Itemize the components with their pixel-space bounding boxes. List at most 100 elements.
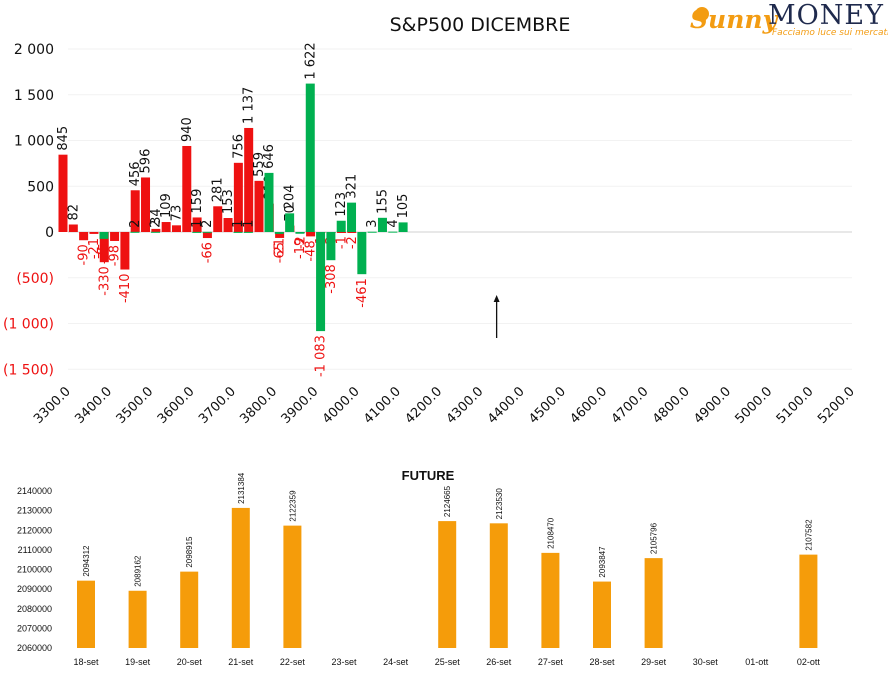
data-label: 73 (169, 205, 184, 222)
annotation-arrow-head (493, 295, 500, 302)
x-tick-label: 4500.0 (526, 384, 569, 427)
x-tick-label: 4300.0 (444, 384, 487, 427)
bar (377, 217, 387, 232)
x-tick-label: 4000.0 (320, 384, 363, 427)
x-tick-label: 3300.0 (31, 384, 74, 427)
bar (99, 232, 109, 239)
data-label: 1 137 (242, 87, 257, 124)
bar (171, 225, 181, 232)
bar (231, 507, 250, 648)
data-label: 159 (190, 189, 205, 214)
bar (305, 83, 315, 232)
data-label: 105 (396, 194, 411, 219)
bar (275, 232, 285, 238)
bar (110, 232, 120, 241)
y-tick-label: 2140000 (17, 486, 52, 496)
bar (233, 231, 243, 233)
bar (593, 581, 611, 648)
bar (79, 232, 89, 241)
sp500-options-chart: S&P500 DICEMBRE 2 000 1 500 1 000 500 0 (500) (… (3, 14, 858, 427)
x-tick-label: 02-ott (797, 657, 821, 667)
bar (644, 558, 663, 648)
x-tick-label: 3400.0 (72, 384, 115, 427)
data-label: -98 (108, 245, 123, 266)
data-label: 2122359 (288, 490, 297, 522)
future-chart: FUTURE 2060000 2070000 2080000 2090000 210000… (17, 468, 821, 667)
data-label: 940 (180, 117, 195, 142)
y-tick-label: 0 (45, 225, 54, 241)
bar (243, 231, 253, 233)
data-label: 646 (262, 144, 277, 169)
data-label: -330 (97, 266, 112, 296)
bar (337, 232, 347, 233)
bar (213, 206, 223, 232)
data-label: 2108470 (546, 517, 555, 549)
x-tick-label: 5200.0 (815, 384, 858, 427)
y-tick-label: 1 000 (14, 134, 54, 150)
data-label: -90 (77, 244, 92, 265)
logo-script: Sunny (690, 5, 779, 34)
bar (336, 220, 346, 232)
bar (799, 554, 818, 648)
sun-icon (695, 7, 709, 21)
bar (295, 232, 305, 234)
data-label: -21 (87, 238, 102, 259)
bar (180, 571, 199, 648)
bar (130, 190, 140, 232)
data-label: 1 (241, 220, 256, 228)
bar (283, 525, 302, 648)
bar (68, 224, 78, 232)
bar (202, 232, 212, 239)
data-label: 845 (56, 126, 71, 151)
bar (326, 232, 336, 261)
data-label: 4 (386, 219, 401, 227)
x-tick-label: 4700.0 (609, 384, 652, 427)
bar (357, 232, 367, 275)
bar (192, 217, 202, 232)
bar (438, 521, 457, 648)
data-label: -1 (335, 236, 350, 249)
bar (347, 232, 357, 233)
x-tick-label: 4800.0 (650, 384, 693, 427)
bar (398, 222, 408, 232)
data-label: -461 (355, 278, 370, 308)
x-tick-label: 30-set (693, 657, 719, 667)
y-tick-label: 2080000 (17, 604, 52, 614)
logo-word: MONEY (768, 0, 884, 31)
bar (120, 232, 130, 270)
x-tick-label: 23-set (331, 657, 357, 667)
y-tick-label: (1 500) (3, 362, 54, 378)
data-label: 281 (211, 177, 226, 202)
y-tick-label: 2060000 (17, 643, 52, 653)
data-label: -65 (273, 242, 288, 263)
data-label: 204 (283, 185, 298, 210)
bar (151, 228, 161, 232)
data-label: 2107582 (804, 519, 813, 551)
logo-tagline: Facciamo luce sui mercati (772, 28, 888, 38)
y-tick-label: 1 500 (14, 88, 54, 104)
data-label: -21 (272, 238, 287, 259)
data-label: 2093847 (598, 546, 607, 578)
x-tick-label: 4400.0 (485, 384, 528, 427)
data-label: 153 (221, 189, 236, 214)
y-tick-label: 2120000 (17, 525, 52, 535)
bar (223, 218, 233, 232)
bar (151, 231, 161, 233)
bar (141, 177, 151, 232)
bar (192, 231, 202, 233)
data-label: 123 (334, 192, 349, 217)
bar (274, 232, 284, 234)
data-label: 596 (139, 149, 154, 174)
data-label: 756 (231, 134, 246, 159)
x-tick-label: 27-set (538, 657, 564, 667)
x-tick-label: 4200.0 (402, 384, 445, 427)
data-label: 2 (149, 220, 164, 228)
data-label: 1 (190, 220, 205, 228)
data-label: 456 (128, 161, 143, 186)
data-label: 1 (231, 220, 246, 228)
bar (77, 580, 95, 648)
x-tick-label: 21-set (228, 657, 254, 667)
y-tick-label: 2100000 (17, 565, 52, 575)
bar (161, 222, 171, 232)
bar (89, 232, 99, 234)
